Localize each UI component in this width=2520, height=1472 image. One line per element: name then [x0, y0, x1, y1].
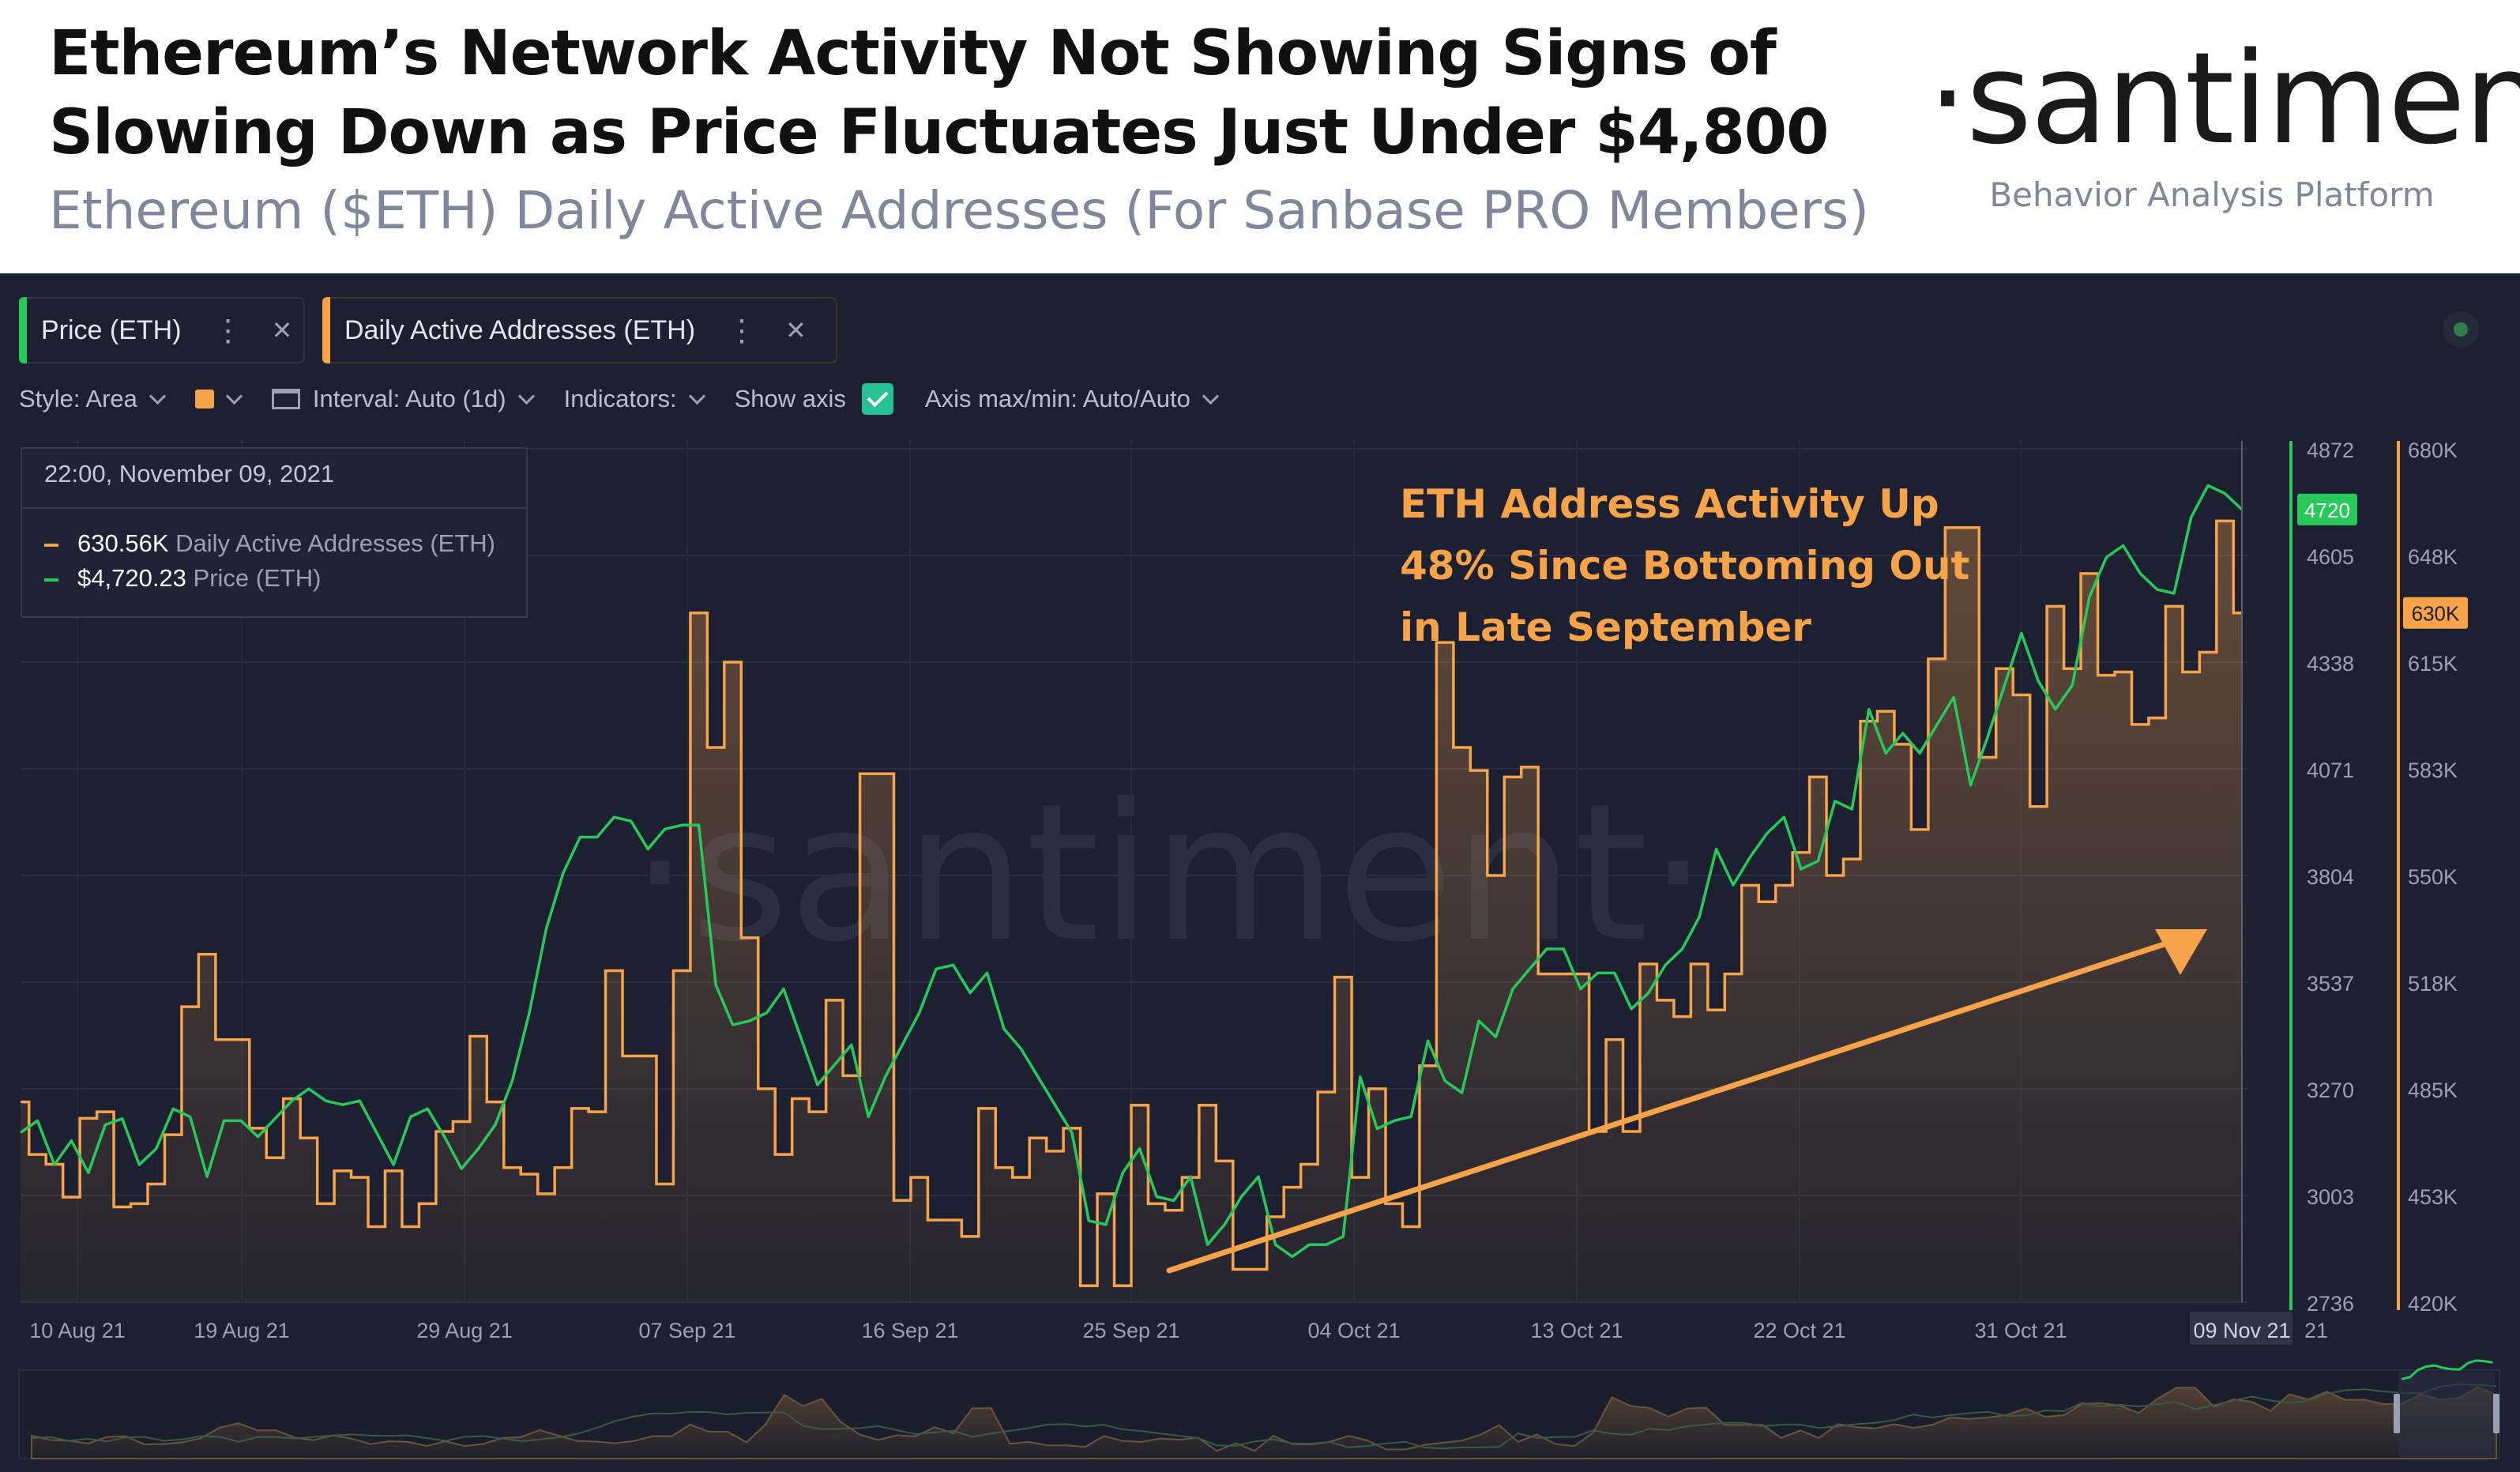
kebab-menu-icon[interactable]: ⋮ [213, 314, 243, 348]
chip-color-bar [322, 297, 330, 363]
x-axis-tick: 04 Oct 21 [1307, 1319, 1400, 1342]
show-axis-toggle[interactable]: Show axis [735, 383, 893, 415]
price-axis-tick: 4071 [2307, 759, 2354, 782]
brand-tagline: Behavior Analysis Platform [1989, 175, 2435, 214]
annotation-text: 48% Since Bottoming Out [1400, 543, 1969, 589]
interval-dropdown[interactable]: Interval: Auto (1d) [271, 385, 535, 413]
daa-current-badge [2403, 597, 2468, 629]
tooltip-price-label: Price (ETH) [193, 564, 322, 592]
interval-label: Interval: Auto (1d) [312, 385, 506, 412]
daa-axis-tick: 615K [2408, 652, 2458, 676]
style-dropdown[interactable]: Style: Area [19, 385, 167, 413]
x-axis-tick: 09 Nov 21 [2193, 1319, 2290, 1342]
x-axis-tick: 16 Sep 21 [861, 1319, 958, 1342]
navigator-selected-price [2401, 1359, 2493, 1380]
metric-chip-price[interactable]: Price (ETH) ⋮ ✕ [19, 297, 305, 363]
navigator-selection-window [2398, 1372, 2495, 1457]
daa-axis-tick: 420K [2408, 1292, 2458, 1316]
header: Ethereum’s Network Activity Not Showing … [0, 0, 2520, 273]
chevron-down-icon [149, 387, 167, 405]
color-swatch-icon [194, 390, 214, 408]
x-axis-tick: 25 Sep 21 [1082, 1319, 1179, 1342]
price-series-line [19, 484, 2244, 1259]
price-axis-tick: 2736 [2307, 1292, 2354, 1316]
x-axis-tick: 22 Oct 21 [1753, 1319, 1845, 1342]
daa-axis-tick: 583K [2408, 759, 2458, 782]
close-icon[interactable]: ✕ [785, 316, 807, 344]
chevron-down-icon [688, 387, 705, 405]
chart-tooltip: 22:00, November 09, 2021 630.56K Daily A… [21, 447, 528, 618]
x-axis-tick: 21 [2304, 1319, 2328, 1342]
calendar-icon [271, 389, 300, 409]
chip-label: Price (ETH) [41, 314, 182, 345]
santiment-logo: ·santiment· [1928, 24, 2520, 172]
trend-arrowhead [2155, 929, 2207, 975]
close-icon[interactable]: ✕ [271, 316, 293, 344]
trend-arrow-line [1166, 935, 2187, 1274]
navigator-left-handle [2394, 1394, 2400, 1433]
price-current-label: 4720 [2304, 499, 2350, 522]
tooltip-daa-value: 630.56K [77, 529, 169, 557]
chip-label: Daily Active Addresses (ETH) [344, 314, 696, 345]
daa-axis-tick: 648K [2408, 545, 2458, 569]
tooltip-price-value: $4,720.23 [77, 564, 186, 592]
tooltip-row-daa: 630.56K Daily Active Addresses (ETH) [44, 529, 495, 558]
navigator-right-handle [2493, 1394, 2499, 1433]
axis-maxmin-label: Axis max/min: Auto/Auto [924, 385, 1190, 412]
style-label: Style: Area [19, 385, 137, 412]
chevron-down-icon [1202, 387, 1220, 405]
tooltip-divider [22, 507, 526, 509]
x-axis-tick: 07 Sep 21 [638, 1319, 735, 1342]
indicators-label: Indicators: [563, 385, 677, 412]
axis-maxmin-dropdown[interactable]: Axis max/min: Auto/Auto [924, 385, 1220, 413]
color-picker[interactable] [194, 387, 243, 408]
price-axis-tick: 3537 [2307, 972, 2354, 996]
chart-toolbar: Style: Area Interval: Auto (1d) Indicato… [19, 379, 1248, 419]
daa-axis-tick: 453K [2408, 1185, 2458, 1209]
show-axis-label: Show axis [734, 385, 846, 412]
metric-chip-daily-active-addresses[interactable]: Daily Active Addresses (ETH) ⋮ ✕ [322, 297, 837, 363]
x-axis-tick: 13 Oct 21 [1530, 1319, 1623, 1342]
price-axis-tick: 4605 [2307, 545, 2354, 569]
page-title: Ethereum’s Network Activity Not Showing … [49, 18, 1829, 168]
chevron-down-icon [225, 387, 243, 405]
daa-axis-tick: 680K [2408, 439, 2458, 462]
chevron-down-icon [517, 387, 535, 405]
chip-color-bar [19, 297, 27, 363]
daa-area [21, 521, 2242, 1302]
price-current-badge [2297, 493, 2357, 525]
hover-date-badge [2190, 1312, 2292, 1345]
daa-axis-tick: 485K [2408, 1079, 2458, 1102]
daa-current-label: 630K [2412, 602, 2460, 626]
x-axis-tick: 31 Oct 21 [1974, 1319, 2067, 1342]
annotation-text: in Late September [1400, 604, 1811, 650]
price-axis-tick: 3270 [2307, 1079, 2354, 1102]
legend-swatch-price [44, 578, 58, 582]
tooltip-daa-label: Daily Active Addresses (ETH) [175, 529, 495, 557]
price-axis-tick: 3003 [2307, 1185, 2354, 1209]
annotation-text: ETH Address Activity Up [1400, 481, 1939, 527]
price-axis-tick: 3804 [2307, 865, 2354, 889]
daa-axis-tick: 518K [2408, 972, 2458, 996]
x-axis-tick: 19 Aug 21 [194, 1319, 290, 1342]
x-axis-tick: 10 Aug 21 [29, 1319, 126, 1342]
navigator-price-line [31, 1383, 2497, 1450]
daa-series-line [21, 519, 2242, 1287]
price-axis-tick: 4338 [2307, 652, 2354, 676]
live-status-icon [2443, 311, 2479, 348]
kebab-menu-icon[interactable]: ⋮ [727, 314, 758, 348]
tooltip-date: 22:00, November 09, 2021 [44, 460, 335, 488]
price-axis-tick: 4872 [2307, 439, 2354, 462]
x-axis-tick: 29 Aug 21 [416, 1319, 513, 1342]
daa-axis-tick: 550K [2408, 865, 2458, 889]
chart-panel: ·santiment· 4872 4605 4338 4071 3804 3537 3270 3… [0, 273, 2520, 1472]
legend-swatch-daa [44, 543, 58, 547]
tooltip-row-price: $4,720.23 Price (ETH) [44, 564, 321, 593]
checkbox-checked-icon[interactable] [861, 383, 893, 415]
indicators-dropdown[interactable]: Indicators: [563, 385, 705, 413]
page-subtitle: Ethereum ($ETH) Daily Active Addresses (… [49, 180, 1869, 241]
chart-svg: ·santiment·48724605433840713804353732703… [18, 439, 2500, 1459]
